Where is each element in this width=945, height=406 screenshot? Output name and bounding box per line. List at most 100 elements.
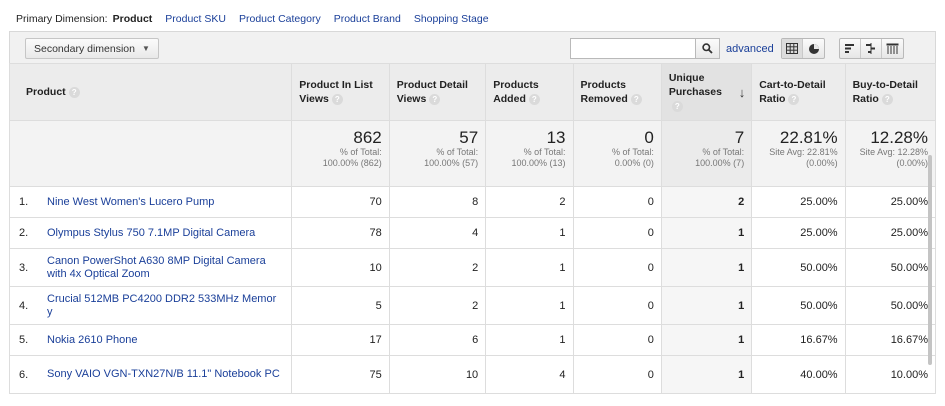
row-number: 3. xyxy=(19,261,29,274)
product-link[interactable]: Olympus Stylus 750 7.1MP Digital Camera xyxy=(47,226,256,239)
table-row: 3. Canon PowerShot A630 8MP Digital Camer… xyxy=(8,248,937,287)
metric-cell: 10 xyxy=(388,355,487,394)
metric-cell: 1 xyxy=(660,355,753,394)
column-label: Unique Purchases xyxy=(668,72,722,98)
total-cell: 0% of Total: 0.00% (0) xyxy=(572,120,662,187)
search-button[interactable] xyxy=(696,38,720,59)
column-header-list-views[interactable]: Product In List Views? xyxy=(291,63,390,121)
metric-cell: 25.00% xyxy=(844,186,937,218)
column-label: Product Detail Views xyxy=(396,79,468,105)
total-percent: 100.00% (7) xyxy=(695,158,745,168)
pie-view-icon xyxy=(808,43,819,54)
metric-cell: 25.00% xyxy=(751,217,846,249)
product-link[interactable]: Nine West Women's Lucero Pump xyxy=(47,195,215,208)
total-value: 13 xyxy=(546,128,566,147)
sort-descending-icon: ↓ xyxy=(738,85,746,100)
column-header-products-added[interactable]: Products Added? xyxy=(485,63,574,121)
metric-cell: 1 xyxy=(485,217,574,249)
metric-cell: 10.00% xyxy=(844,355,937,394)
table-row: 5. Nokia 2610 Phone 17 6 1 0 1 16.67% 16.… xyxy=(8,324,937,356)
secondary-dimension-dropdown[interactable]: Secondary dimension ▼ xyxy=(25,38,159,59)
help-icon[interactable]: ? xyxy=(68,86,80,98)
metric-cell: 50.00% xyxy=(844,248,937,287)
product-cell: 1. Nine West Women's Lucero Pump xyxy=(8,186,293,218)
product-link[interactable]: Nokia 2610 Phone xyxy=(47,333,138,346)
column-label: Cart-to-Detail Ratio xyxy=(759,79,826,105)
vertical-scrollbar[interactable] xyxy=(928,155,932,365)
column-header-cart-to-detail[interactable]: Cart-to-Detail Ratio? xyxy=(751,63,846,121)
pie-view-button[interactable] xyxy=(803,39,824,58)
metric-cell: 1 xyxy=(485,248,574,287)
metric-cell: 25.00% xyxy=(844,217,937,249)
help-icon[interactable]: ? xyxy=(528,93,540,105)
product-link[interactable]: Crucial 512MB PC4200 DDR2 533MHz Memor y xyxy=(47,292,277,318)
total-value: 7 xyxy=(734,128,745,147)
total-caption: % of Total: xyxy=(611,147,654,157)
dimension-product-brand[interactable]: Product Brand xyxy=(333,13,401,25)
product-link[interactable]: Sony VAIO VGN-TXN27N/B 11.1" Notebook PC xyxy=(47,368,280,380)
metric-cell: 16.67% xyxy=(844,324,937,356)
total-value: 862 xyxy=(353,128,382,147)
metric-cell: 5 xyxy=(291,286,390,325)
total-value: 22.81% xyxy=(779,128,838,147)
comparison-view-icon xyxy=(866,43,875,54)
column-header-products-removed[interactable]: Products Removed? xyxy=(572,63,662,121)
total-cell: 862% of Total: 100.00% (862) xyxy=(291,120,390,187)
performance-view-button[interactable] xyxy=(840,39,861,58)
comparison-view-button[interactable] xyxy=(861,39,882,58)
table-view-button[interactable] xyxy=(782,39,803,58)
help-icon[interactable]: ? xyxy=(331,93,343,105)
help-icon[interactable]: ? xyxy=(429,93,441,105)
site-avg-caption: Site Avg: 12.28% xyxy=(859,147,928,157)
column-label: Product In List Views xyxy=(299,79,373,105)
primary-dimension-label: Primary Dimension: xyxy=(16,13,108,25)
dimension-product-sku[interactable]: Product SKU xyxy=(165,13,226,25)
total-percent: 100.00% (862) xyxy=(322,158,382,168)
site-avg-percent: (0.00%) xyxy=(896,158,928,168)
site-avg-percent: (0.00%) xyxy=(806,158,838,168)
metric-cell: 0 xyxy=(572,248,662,287)
help-icon[interactable]: ? xyxy=(630,93,642,105)
totals-label-cell xyxy=(8,120,293,187)
column-header-buy-to-detail[interactable]: Buy-to-Detail Ratio? xyxy=(844,63,937,121)
help-icon[interactable]: ? xyxy=(881,93,893,105)
column-header-detail-views[interactable]: Product Detail Views? xyxy=(388,63,487,121)
metric-cell: 70 xyxy=(291,186,390,218)
help-icon[interactable]: ? xyxy=(671,100,683,112)
total-value: 57 xyxy=(459,128,479,147)
metric-cell: 1 xyxy=(660,324,753,356)
total-cell: 22.81% Site Avg: 22.81% (0.00%) xyxy=(751,120,846,187)
total-cell: 13% of Total: 100.00% (13) xyxy=(485,120,574,187)
product-link[interactable]: Canon PowerShot A630 8MP Digital Camera … xyxy=(47,254,266,280)
total-caption: % of Total: xyxy=(339,147,382,157)
column-header-unique-purchases[interactable]: Unique Purchases? ↓ xyxy=(660,63,753,121)
row-number: 4. xyxy=(19,299,29,312)
dimension-shopping-stage[interactable]: Shopping Stage xyxy=(413,13,489,25)
secondary-dimension-label: Secondary dimension xyxy=(34,42,135,55)
metric-cell: 1 xyxy=(660,217,753,249)
help-icon[interactable]: ? xyxy=(788,93,800,105)
product-cell: 5. Nokia 2610 Phone xyxy=(8,324,293,356)
total-caption: % of Total: xyxy=(436,147,479,157)
table-header-row: Product? Product In List Views? Product … xyxy=(8,63,937,121)
total-value: 0 xyxy=(644,128,654,147)
column-label: Product xyxy=(26,86,66,98)
product-cell: 4. Crucial 512MB PC4200 DDR2 533MHz Memor… xyxy=(8,286,293,325)
column-label: Products Added xyxy=(493,79,539,105)
pivot-view-icon xyxy=(886,43,899,54)
dimension-product-category[interactable]: Product Category xyxy=(238,13,321,25)
search-input[interactable] xyxy=(570,38,696,59)
total-cell: 57% of Total: 100.00% (57) xyxy=(388,120,487,187)
pivot-view-button[interactable] xyxy=(882,39,903,58)
dimension-product[interactable]: Product xyxy=(112,13,153,25)
metric-cell: 78 xyxy=(291,217,390,249)
metric-cell: 17 xyxy=(291,324,390,356)
performance-view-icon xyxy=(845,44,854,53)
column-header-product[interactable]: Product? xyxy=(8,63,293,121)
row-number: 6. xyxy=(19,368,29,381)
table-toolbar: Secondary dimension ▼ advanced xyxy=(9,31,936,63)
column-label: Buy-to-Detail Ratio xyxy=(852,79,918,105)
total-caption: % of Total: xyxy=(523,147,566,157)
table-row: 2. Olympus Stylus 750 7.1MP Digital Camer… xyxy=(8,217,937,249)
advanced-filter-link[interactable]: advanced xyxy=(726,43,774,55)
